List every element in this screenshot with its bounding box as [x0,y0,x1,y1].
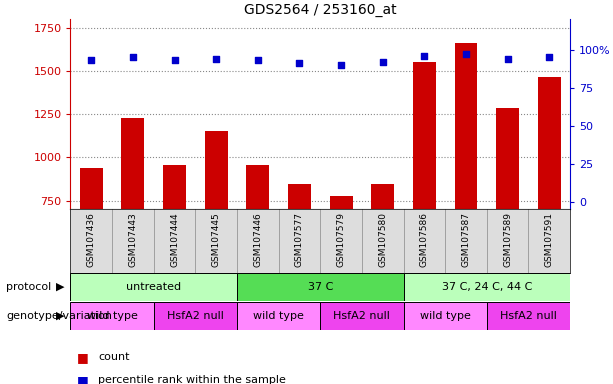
Text: untreated: untreated [126,282,181,292]
Point [295,60,305,66]
Bar [70,302,154,329]
Text: GSM107445: GSM107445 [211,212,221,267]
Bar [205,131,227,209]
Bar [455,43,478,209]
Point [211,56,221,62]
Text: GSM107589: GSM107589 [503,212,512,267]
Bar [538,77,561,209]
Text: HsfA2 null: HsfA2 null [167,311,224,321]
Bar [70,273,237,301]
Text: protocol: protocol [6,282,51,292]
Text: GSM107446: GSM107446 [253,212,262,267]
Text: wild type: wild type [253,311,304,321]
Bar [330,196,352,209]
Point [128,54,138,60]
Point [419,53,429,59]
Point [503,56,512,62]
Bar [154,302,237,329]
Bar [487,302,570,329]
Text: HsfA2 null: HsfA2 null [333,311,390,321]
Text: ■: ■ [77,351,88,364]
Text: GSM107587: GSM107587 [462,212,471,267]
Bar [237,302,320,329]
Text: GSM107591: GSM107591 [545,212,554,267]
Point [461,51,471,57]
Point [170,57,180,63]
Text: genotype/variation: genotype/variation [6,311,112,321]
Bar [246,165,269,209]
Bar [371,184,394,209]
Bar [237,273,403,301]
Text: wild type: wild type [420,311,471,321]
Text: HsfA2 null: HsfA2 null [500,311,557,321]
Text: ▶: ▶ [56,282,64,292]
Point [253,57,263,63]
Text: GSM107580: GSM107580 [378,212,387,267]
Text: ▶: ▶ [56,311,64,321]
Text: 37 C: 37 C [308,282,333,292]
Bar [121,118,145,209]
Text: GSM107436: GSM107436 [87,212,96,267]
Bar [80,168,103,209]
Text: wild type: wild type [86,311,137,321]
Text: GSM107577: GSM107577 [295,212,304,267]
Text: GSM107579: GSM107579 [337,212,346,267]
Title: GDS2564 / 253160_at: GDS2564 / 253160_at [244,3,397,17]
Text: count: count [98,352,129,362]
Text: GSM107444: GSM107444 [170,212,179,267]
Point [378,59,387,65]
Text: GSM107443: GSM107443 [129,212,137,267]
Bar [163,165,186,209]
Bar [413,61,436,209]
Bar [496,108,519,209]
Text: 37 C, 24 C, 44 C: 37 C, 24 C, 44 C [441,282,532,292]
Text: GSM107586: GSM107586 [420,212,429,267]
Bar [320,302,403,329]
Bar [288,184,311,209]
Text: ■: ■ [77,374,88,384]
Point [86,57,96,63]
Point [544,54,554,60]
Point [336,62,346,68]
Text: percentile rank within the sample: percentile rank within the sample [98,375,286,384]
Bar [403,302,487,329]
Bar [403,273,570,301]
